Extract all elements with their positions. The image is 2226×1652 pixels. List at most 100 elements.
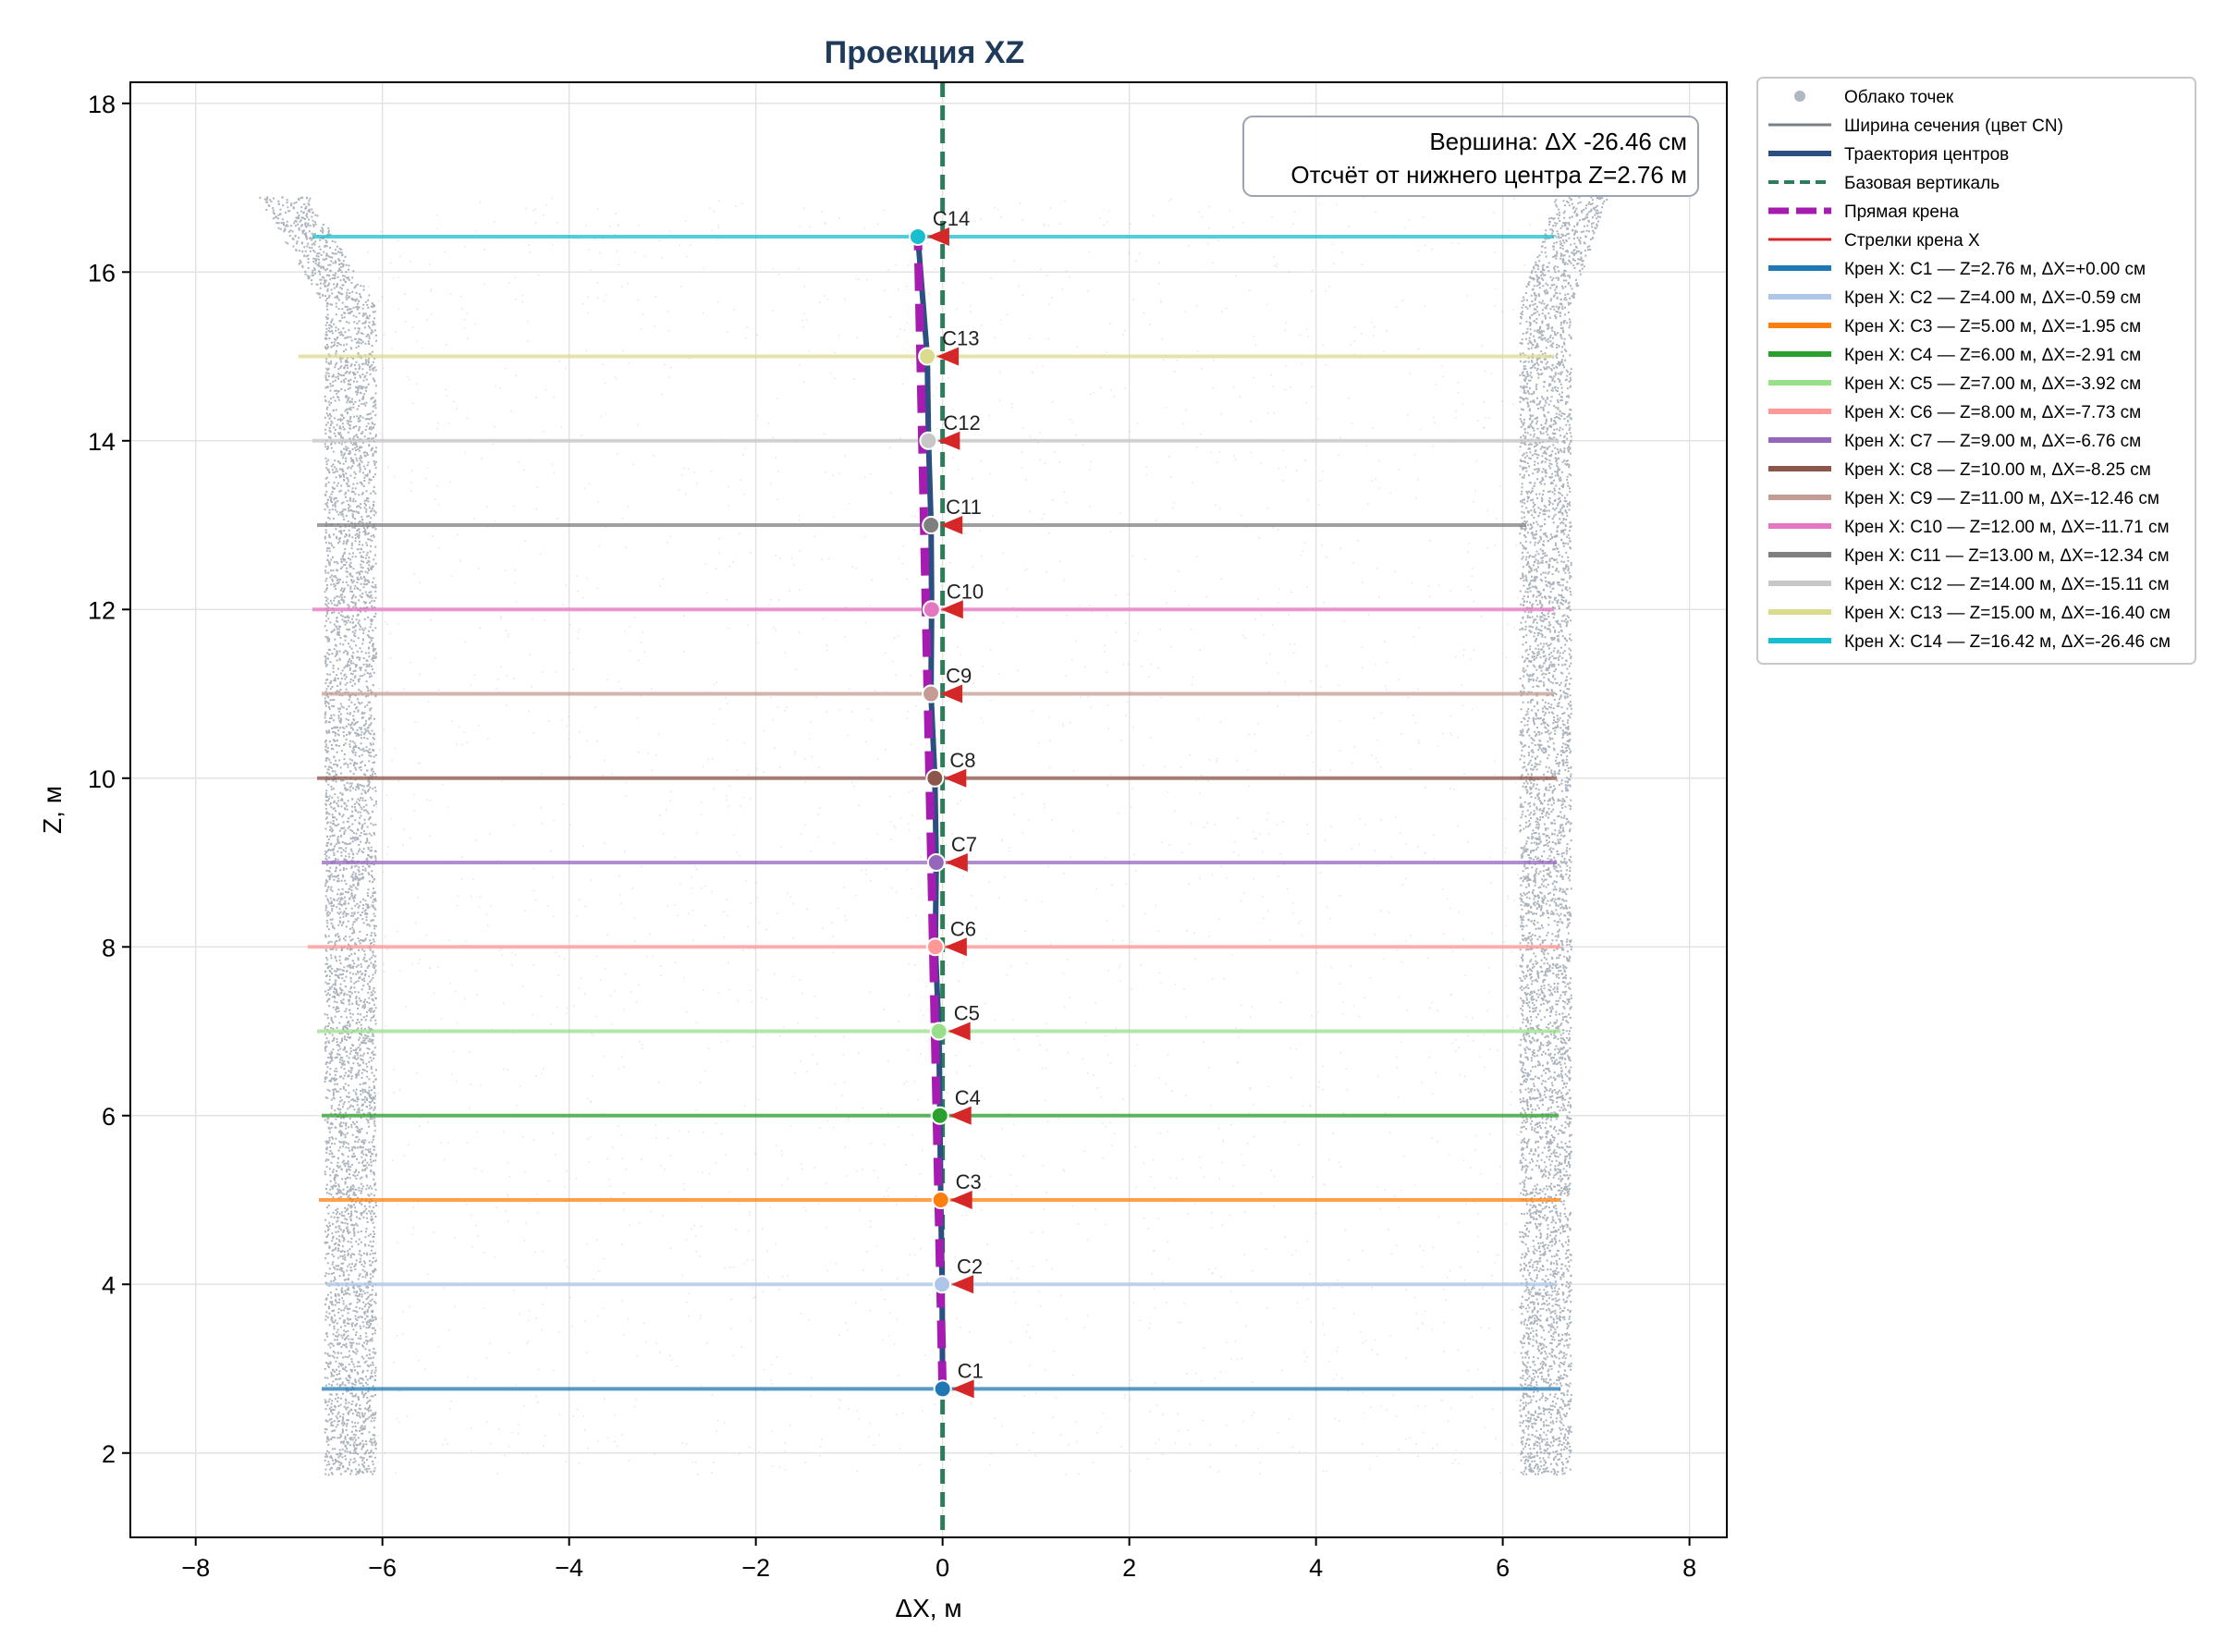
tilt-straight-line (913, 236, 948, 1389)
center-trajectory (914, 236, 946, 1389)
center-marker-c5 (929, 1022, 948, 1041)
legend-label: Крен X: C10 — Z=12.00 м, ΔX=-11.71 см (1844, 518, 2170, 537)
section-label-c3: C3 (956, 1170, 982, 1193)
point-cloud-right-wall (1519, 196, 1608, 1476)
tilt-arrow-c8 (944, 768, 967, 788)
legend: Облако точек Ширина сечения (цвет CN) Трае… (1756, 77, 2196, 665)
center-markers (908, 226, 952, 1399)
x-tick-label: −6 (368, 1554, 397, 1582)
center-marker-c9 (922, 684, 941, 704)
center-marker-c10 (922, 600, 941, 619)
tilt-arrow-c14 (926, 226, 949, 246)
legend-label: Крен X: C12 — Z=14.00 м, ΔX=-15.11 см (1844, 575, 2170, 594)
section-label-c12: C12 (943, 411, 980, 434)
tilt-arrow-c6 (944, 937, 967, 957)
section-label-c6: C6 (950, 917, 976, 940)
tilt-arrow-c4 (948, 1106, 972, 1125)
section-label-c5: C5 (954, 1002, 980, 1025)
legend-label: Ширина сечения (цвет CN) (1844, 116, 2063, 136)
section-label-c11: C11 (946, 496, 982, 519)
legend-label: Облако точек (1844, 88, 1954, 107)
legend-label: Крен X: C1 — Z=2.76 м, ΔX=+0.00 см (1844, 260, 2146, 279)
legend-label: Крен X: C2 — Z=4.00 м, ΔX=-0.59 см (1844, 288, 2141, 308)
point-cloud (259, 196, 1608, 1476)
y-axis-ticks: 2 4 6 8 10 12 14 16 18 (88, 91, 130, 1468)
legend-label: Крен X: C7 — Z=9.00 м, ΔX=-6.76 см (1844, 432, 2141, 451)
legend-box (1756, 77, 2196, 665)
center-marker-c4 (930, 1106, 949, 1125)
y-tick-label: 18 (88, 91, 116, 118)
y-tick-label: 4 (102, 1271, 116, 1299)
plot-area: C1 C2 C3 C4 C5 C6 C7 C8 C9 C10 C11 C12 C13 C14 (130, 82, 1727, 1537)
apex-annotation: Вершина: ΔX -26.46 см Отсчёт от нижнего … (1242, 116, 1699, 197)
annotation-line-2: Отсчёт от нижнего центра Z=2.76 м (1290, 161, 1687, 189)
plot-frame (129, 81, 1728, 1538)
y-tick-label: 12 (88, 596, 116, 624)
section-label-c7: C7 (951, 833, 977, 856)
legend-label: Крен X: C14 — Z=16.42 м, ΔX=-26.46 см (1844, 632, 2171, 652)
center-marker-c1 (933, 1379, 952, 1399)
section-label-c8: C8 (949, 749, 975, 772)
center-marker-c14 (908, 226, 927, 246)
legend-label: Траектория центров (1844, 145, 2009, 165)
chart-title: Проекция XZ (825, 35, 1024, 70)
section-label-c9: C9 (946, 665, 972, 688)
y-tick-label: 16 (88, 259, 116, 287)
x-axis-ticks: −8 −6 −4 −2 0 2 4 6 8 (181, 1537, 1696, 1582)
x-tick-label: 0 (936, 1554, 949, 1582)
x-axis-label: ΔX, м (895, 1594, 961, 1622)
legend-label: Крен X: C11 — Z=13.00 м, ΔX=-12.34 см (1844, 546, 2170, 566)
section-label-c10: C10 (947, 580, 984, 603)
legend-label: Прямая крена (1844, 202, 1959, 222)
tilt-arrow-c9 (940, 684, 963, 704)
y-tick-label: 2 (102, 1440, 116, 1468)
legend-swatch (1794, 91, 1805, 102)
y-tick-label: 8 (102, 934, 116, 961)
y-tick-label: 6 (102, 1103, 116, 1131)
section-labels: C1 C2 C3 C4 C5 C6 C7 C8 C9 C10 C11 C12 C13 C14 (933, 207, 984, 1382)
center-marker-c2 (933, 1275, 952, 1294)
x-tick-label: 8 (1682, 1554, 1696, 1582)
legend-label: Крен X: C8 — Z=10.00 м, ΔX=-8.25 см (1844, 460, 2151, 480)
legend-label: Крен X: C5 — Z=7.00 м, ΔX=-3.92 см (1844, 374, 2141, 394)
legend-label: Базовая вертикаль (1844, 174, 2000, 193)
legend-label: Крен X: C3 — Z=5.00 м, ΔX=-1.95 см (1844, 317, 2141, 337)
annotation-box (1242, 116, 1699, 197)
section-label-c1: C1 (958, 1359, 984, 1382)
center-marker-c12 (919, 431, 938, 450)
center-marker-c3 (931, 1191, 950, 1210)
legend-label: Стрелки крена X (1844, 231, 1980, 251)
point-cloud-left-wall (259, 196, 378, 1476)
tilt-line (913, 236, 948, 1389)
tilt-arrow-c3 (949, 1191, 972, 1210)
x-tick-label: 6 (1496, 1554, 1510, 1582)
legend-label: Крен X: C6 — Z=8.00 м, ΔX=-7.73 см (1844, 403, 2141, 422)
legend-label: Крен X: C13 — Z=15.00 м, ΔX=-16.40 см (1844, 604, 2171, 623)
center-marker-c6 (925, 937, 945, 957)
legend-label: Крен X: C9 — Z=11.00 м, ΔX=-12.46 см (1844, 489, 2159, 508)
section-label-c13: C13 (942, 327, 979, 350)
x-tick-label: 4 (1309, 1554, 1323, 1582)
x-tick-label: 2 (1122, 1554, 1136, 1582)
tilt-arrow-c2 (951, 1275, 974, 1294)
annotation-line-1: Вершина: ΔX -26.46 см (1429, 128, 1687, 155)
x-tick-label: −4 (555, 1554, 583, 1582)
tilt-arrow-c1 (951, 1379, 974, 1399)
x-tick-label: −2 (741, 1554, 770, 1582)
center-marker-c13 (918, 347, 937, 366)
tilt-arrow-c12 (937, 431, 960, 450)
y-tick-label: 10 (88, 765, 116, 793)
section-label-c4: C4 (955, 1086, 981, 1109)
tilt-arrows (926, 226, 974, 1399)
trajectory-line (914, 236, 946, 1389)
center-marker-c8 (925, 768, 945, 788)
section-label-c14: C14 (933, 207, 970, 230)
y-tick-label: 14 (88, 428, 116, 456)
center-marker-c11 (922, 516, 941, 535)
legend-label: Крен X: C4 — Z=6.00 м, ΔX=-2.91 см (1844, 346, 2141, 365)
tilt-arrow-c11 (940, 516, 963, 535)
x-tick-label: −8 (181, 1554, 210, 1582)
tilt-arrow-c5 (948, 1022, 971, 1041)
tilt-arrow-c7 (945, 853, 968, 873)
